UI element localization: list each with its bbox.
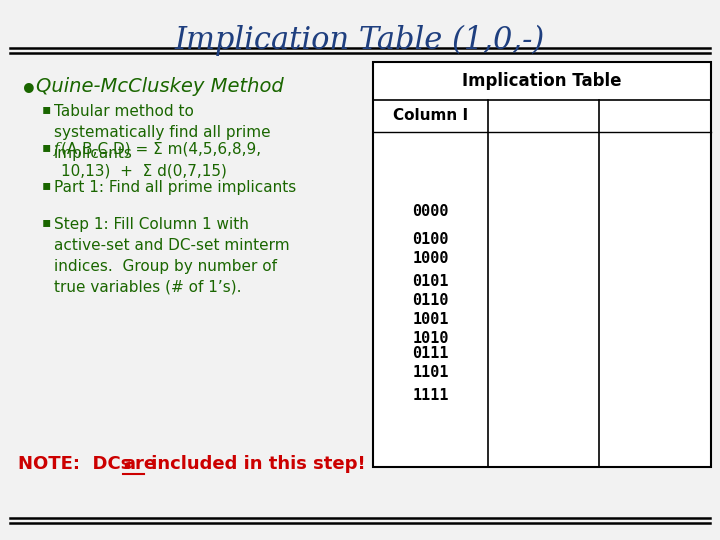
Text: (A,B,C,D) = Σ m(4,5,6,8,9,
10,13)  +  Σ d(0,7,15): (A,B,C,D) = Σ m(4,5,6,8,9, 10,13) + Σ d(… <box>61 142 261 178</box>
Text: Part 1: Find all prime implicants: Part 1: Find all prime implicants <box>54 180 296 195</box>
Text: 0111
1101: 0111 1101 <box>413 346 449 380</box>
Text: ▪: ▪ <box>42 102 51 116</box>
Text: Quine-McCluskey Method: Quine-McCluskey Method <box>36 77 284 96</box>
Text: NOTE:  DCs: NOTE: DCs <box>18 455 138 473</box>
Text: are: are <box>123 455 156 473</box>
Text: Step 1: Fill Column 1 with
active-set and DC-set minterm
indices.  Group by numb: Step 1: Fill Column 1 with active-set an… <box>54 217 289 295</box>
Text: Implication Table: Implication Table <box>462 72 622 90</box>
FancyBboxPatch shape <box>373 62 711 467</box>
Text: Implication Table (1,0,-): Implication Table (1,0,-) <box>175 25 545 56</box>
Text: included in this step!: included in this step! <box>145 455 366 473</box>
Text: ▪: ▪ <box>42 215 51 229</box>
Text: 1111: 1111 <box>413 388 449 402</box>
Text: 0100
1000: 0100 1000 <box>413 232 449 266</box>
Text: ▪: ▪ <box>42 140 51 154</box>
Text: •: • <box>20 77 37 105</box>
Text: Tabular method to
systematically find all prime
implicants: Tabular method to systematically find al… <box>54 104 271 161</box>
Text: 0000: 0000 <box>413 205 449 219</box>
Text: Column I: Column I <box>393 109 468 124</box>
Text: f: f <box>54 142 60 156</box>
Text: 0101
0110
1001
1010: 0101 0110 1001 1010 <box>413 273 449 346</box>
Text: ▪: ▪ <box>42 178 51 192</box>
